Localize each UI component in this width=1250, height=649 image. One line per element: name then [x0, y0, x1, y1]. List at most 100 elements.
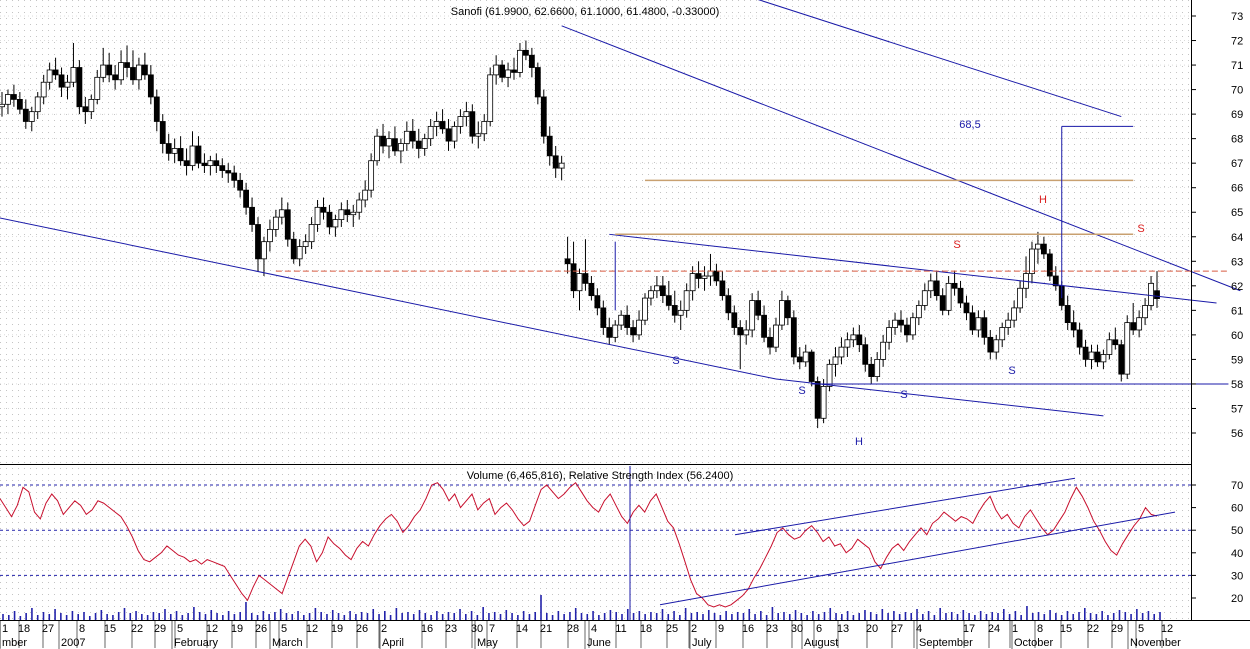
candle-body	[767, 336, 773, 348]
x-month-label: June	[587, 637, 611, 649]
candle-body	[796, 356, 803, 363]
y-tick-label: 71	[1231, 60, 1243, 72]
candle-body	[999, 327, 1006, 341]
x-day-label: 30	[791, 623, 803, 635]
candle-body	[439, 121, 446, 130]
candle-body	[189, 145, 196, 167]
candle-body	[969, 312, 976, 331]
indicator-tick-label: 30	[1231, 570, 1243, 582]
candle-body	[945, 282, 952, 311]
x-month-label: October	[1014, 637, 1053, 649]
y-tick-label: 67	[1231, 158, 1243, 170]
candle-body	[64, 81, 71, 88]
indicator-chart-title: Volume (6,465,816), Relative Strength In…	[467, 470, 734, 482]
x-day-label: 25	[666, 623, 678, 635]
candle-body	[904, 324, 910, 336]
x-month-label: November	[1130, 637, 1181, 649]
candle-body	[665, 295, 672, 306]
candle-body	[308, 224, 315, 243]
annotation-s-2: S	[798, 385, 805, 397]
candle-body	[921, 290, 928, 306]
candle-body	[112, 74, 119, 81]
x-month-label: 2007	[61, 637, 85, 649]
candle-body	[606, 327, 613, 338]
candle-body	[1106, 339, 1113, 355]
candle-body	[433, 121, 440, 127]
candle-body	[231, 172, 238, 181]
y-tick-label: 73	[1231, 11, 1243, 23]
indicator-tick-label: 40	[1231, 548, 1243, 560]
candle-body	[1148, 282, 1154, 306]
candle-body	[523, 49, 529, 56]
candle-body	[1005, 319, 1012, 328]
candle-body	[278, 209, 285, 218]
candle-body	[350, 211, 357, 216]
candle-body	[171, 148, 178, 154]
x-day-label: 20	[866, 623, 878, 635]
candle-body	[76, 67, 83, 108]
candle-body	[0, 103, 5, 108]
candle-body	[243, 189, 249, 208]
x-day-label: 18	[640, 623, 652, 635]
candle-body	[707, 270, 714, 277]
candle-body	[927, 280, 934, 292]
candle-body	[141, 64, 148, 76]
candle-body	[88, 99, 95, 113]
candle-body	[249, 206, 255, 225]
annotation-s-1: S	[672, 355, 679, 367]
x-day-label: 7	[489, 623, 495, 635]
y-tick-label: 56	[1231, 428, 1243, 440]
rsi-lower-trendline	[659, 511, 1176, 606]
indicator-tick-label: 50	[1231, 525, 1243, 537]
candle-body	[957, 287, 964, 304]
candle-body	[558, 162, 565, 169]
candle-body	[689, 273, 696, 292]
candle-body	[380, 135, 386, 147]
candle-body	[147, 74, 154, 98]
y-tick-label: 57	[1231, 403, 1243, 415]
candle-body	[46, 69, 53, 83]
candle-body	[284, 209, 291, 240]
candle-body	[1118, 344, 1125, 375]
candle-body	[1124, 322, 1131, 375]
x-day-label: 22	[131, 623, 143, 635]
candle-body	[582, 273, 589, 284]
x-day-label: 21	[540, 623, 552, 635]
candle-body	[374, 135, 380, 162]
x-month-label: May	[477, 637, 498, 649]
x-day-label: 18	[18, 623, 30, 635]
candle-body	[1088, 351, 1095, 360]
candle-body	[403, 130, 410, 144]
indicator-tick-label: 60	[1231, 503, 1243, 515]
x-day-label: 8	[79, 623, 85, 635]
candle-body	[219, 165, 226, 171]
candle-body	[939, 295, 946, 311]
candle-body	[933, 280, 940, 297]
candle-body	[564, 258, 571, 265]
candle-body	[207, 160, 214, 167]
indicator-tick-label: 20	[1231, 593, 1243, 605]
x-day-label: 17	[963, 623, 975, 635]
candle-body	[731, 312, 738, 328]
candle-body	[898, 319, 904, 326]
y-tick-label: 61	[1231, 305, 1243, 317]
candle-body	[296, 246, 303, 260]
price-target-label: 68,5	[959, 119, 980, 131]
x-day-label: 15	[104, 623, 116, 635]
candle-body	[588, 282, 595, 297]
x-month-label: April	[382, 637, 404, 649]
candle-body	[511, 69, 517, 73]
candle-body	[880, 341, 887, 360]
x-day-label: 23	[766, 623, 778, 635]
candle-body	[34, 96, 41, 113]
y-tick-label: 69	[1231, 109, 1243, 121]
candle-body	[499, 64, 506, 78]
candle-body	[528, 54, 535, 68]
candle-body	[600, 307, 607, 328]
candle-body	[624, 314, 631, 328]
candle-body	[850, 334, 857, 341]
x-day-label: 2	[691, 623, 697, 635]
candle-body	[987, 336, 994, 353]
candle-body	[356, 199, 363, 213]
candle-body	[386, 138, 392, 147]
